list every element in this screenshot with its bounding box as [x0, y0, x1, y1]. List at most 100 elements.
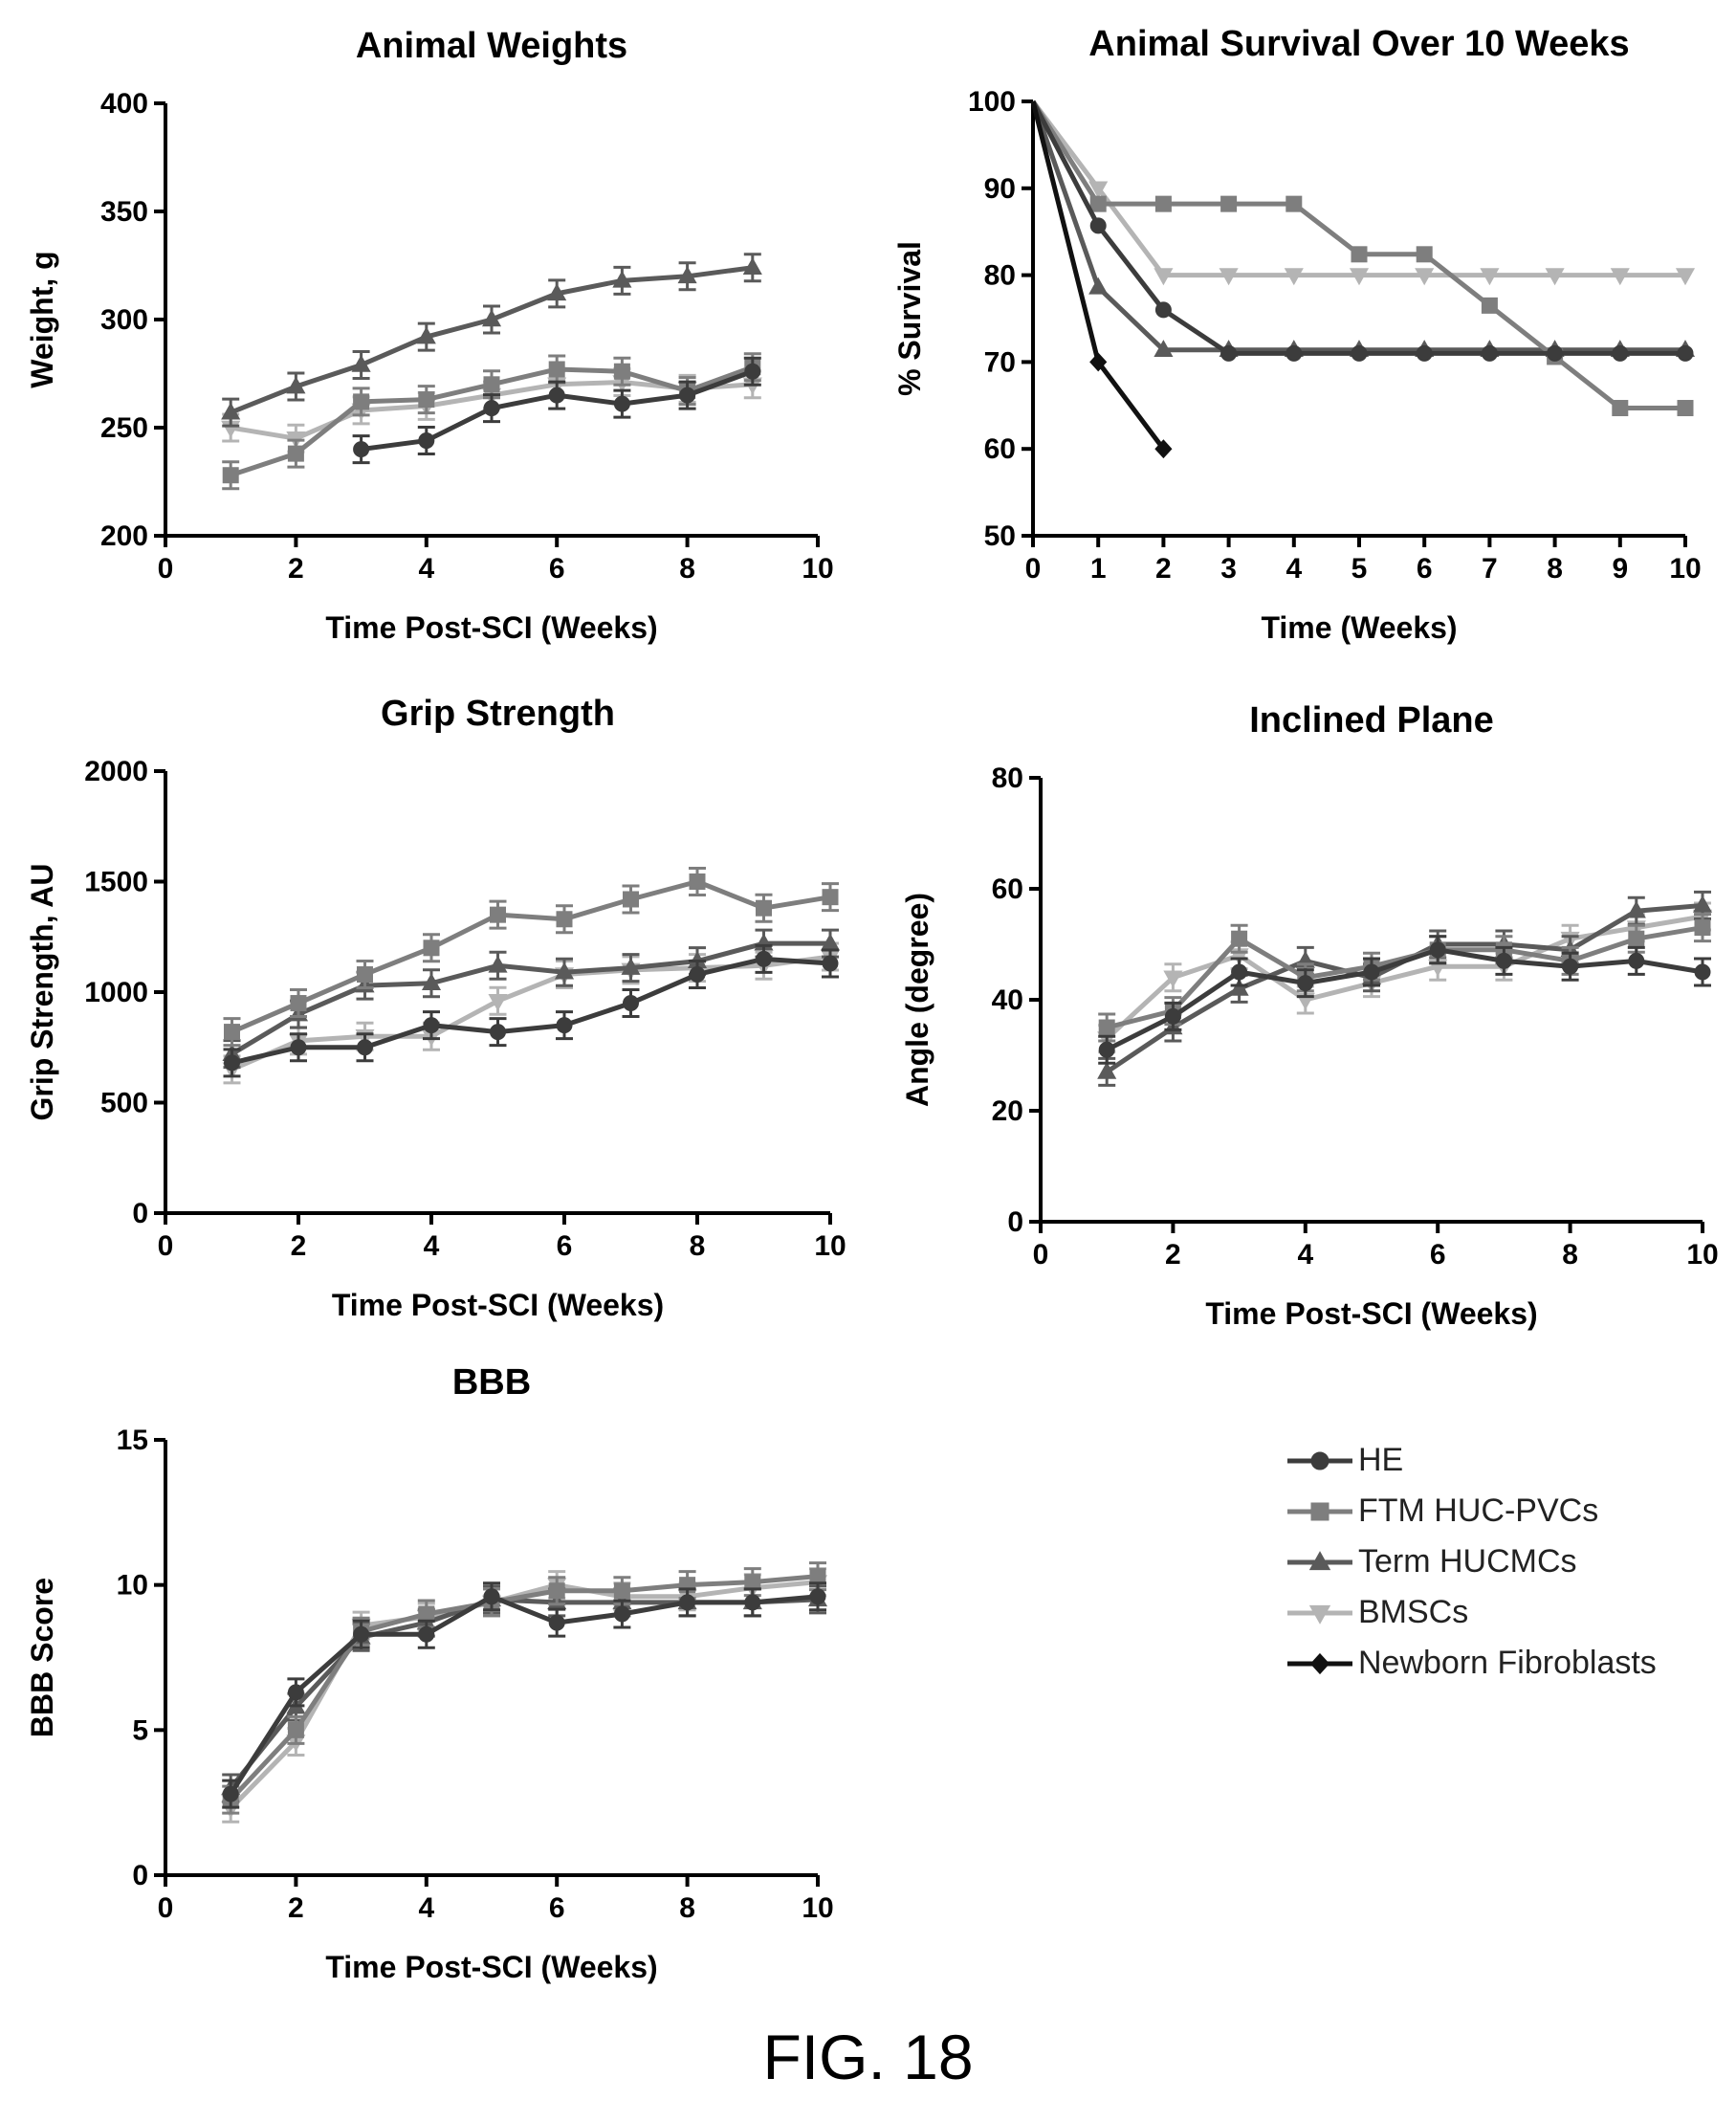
y-tick-label: 50	[984, 520, 1016, 552]
data-point	[418, 432, 435, 450]
series-group	[221, 1584, 828, 1803]
data-point	[483, 1588, 500, 1605]
data-point	[287, 1684, 304, 1701]
x-tick-label: 10	[814, 1230, 846, 1262]
chart-title: BBB	[452, 1362, 531, 1403]
legend-point	[1310, 1502, 1329, 1520]
data-point	[357, 966, 373, 984]
y-tick-label: 500	[100, 1088, 148, 1119]
data-point	[1089, 217, 1107, 234]
y-tick-label: 10	[117, 1570, 148, 1602]
data-point	[1098, 1041, 1115, 1058]
data-point	[1677, 344, 1694, 362]
chart-panel: Animal Survival Over 10 Weeks 0 1 2 3 4 5 6 7 8 9 1…	[892, 24, 1702, 645]
data-point	[1088, 276, 1109, 295]
data-point	[1231, 963, 1248, 981]
data-point	[548, 1582, 565, 1600]
data-point	[689, 966, 706, 984]
y-tick-label: 200	[100, 520, 148, 552]
data-point	[423, 939, 440, 957]
data-point	[1612, 344, 1629, 362]
y-tick-label: 70	[984, 346, 1016, 378]
data-point	[1284, 268, 1304, 286]
data-point	[1097, 1061, 1117, 1079]
data-point	[1562, 958, 1579, 975]
data-point	[613, 1605, 630, 1623]
x-tick-label: 2	[1155, 553, 1172, 585]
data-point	[1286, 195, 1303, 212]
data-point	[756, 899, 772, 917]
data-point	[809, 1588, 826, 1605]
data-point	[423, 1017, 440, 1034]
x-axis-label: Time Post-SCI (Weeks)	[1205, 1296, 1537, 1331]
series-line	[1030, 100, 1685, 353]
data-point	[623, 891, 639, 908]
chart-title: Animal Survival Over 10 Weeks	[1088, 24, 1629, 64]
series-group	[1031, 99, 1696, 286]
chart-panel: Grip Strength 0 2 4 6 8 10 0 500 1000 1500 2000 Time…	[25, 694, 846, 1322]
legend-marker-icon	[1287, 1451, 1352, 1470]
data-point	[1089, 195, 1107, 212]
x-tick-label: 0	[1033, 1239, 1049, 1271]
data-point	[1297, 975, 1314, 992]
y-axis-label: % Survival	[892, 241, 927, 396]
data-point	[556, 911, 573, 928]
data-point	[1163, 970, 1183, 988]
x-tick-label: 1	[1090, 553, 1107, 585]
x-tick-label: 3	[1220, 553, 1237, 585]
data-point	[1088, 181, 1109, 199]
data-point	[554, 962, 575, 980]
data-point	[222, 1785, 239, 1802]
data-point	[744, 1594, 761, 1611]
y-tick-label: 20	[992, 1095, 1023, 1127]
figure-label: FIG. 18	[762, 2022, 974, 2092]
data-point	[1154, 268, 1174, 286]
legend-item: FTM HUC-PVCs	[1282, 1486, 1722, 1536]
data-point	[1547, 344, 1564, 362]
data-point	[1495, 952, 1512, 969]
data-point	[1628, 930, 1645, 947]
x-tick-label: 7	[1482, 553, 1498, 585]
x-axis-label: Time Post-SCI (Weeks)	[325, 610, 657, 645]
data-point	[287, 445, 304, 462]
data-point	[612, 270, 632, 288]
data-point	[1154, 301, 1172, 319]
data-point	[353, 441, 370, 458]
data-point	[809, 1568, 826, 1585]
data-point	[418, 1625, 435, 1643]
x-tick-label: 10	[802, 553, 833, 585]
data-point	[488, 993, 508, 1011]
data-point	[488, 955, 508, 973]
data-point	[1154, 195, 1172, 212]
data-point	[1220, 344, 1238, 362]
legend-label: HE	[1358, 1442, 1404, 1478]
data-point	[421, 973, 442, 991]
legend-label: FTM HUC-PVCs	[1358, 1492, 1599, 1529]
data-point	[623, 995, 639, 1012]
y-tick-label: 40	[992, 984, 1023, 1016]
legend-point	[1309, 1652, 1330, 1674]
data-point	[1363, 963, 1380, 981]
chart-panel: Animal Weights 0 2 4 6 8 10 200 250 300 350 400 Time…	[25, 26, 834, 645]
data-point	[548, 1614, 565, 1631]
chart-title: Grip Strength	[381, 694, 615, 734]
data-point	[1626, 900, 1646, 918]
series-group	[1098, 913, 1711, 1043]
data-point	[1481, 297, 1498, 314]
legend-item: BMSCs	[1282, 1587, 1722, 1638]
series-line	[231, 956, 831, 1066]
y-tick-label: 0	[1007, 1206, 1023, 1238]
x-tick-label: 8	[690, 1230, 706, 1262]
y-tick-label: 0	[132, 1198, 148, 1229]
data-point	[1164, 1007, 1181, 1025]
legend-item: Term HUCMCs	[1282, 1536, 1722, 1587]
data-point	[744, 363, 761, 380]
data-point	[1416, 246, 1433, 263]
y-axis-label: Grip Strength, AU	[25, 863, 59, 1120]
data-point	[418, 1605, 435, 1623]
x-tick-label: 6	[557, 1230, 573, 1262]
data-point	[1480, 268, 1500, 286]
x-tick-label: 10	[1669, 553, 1701, 585]
x-tick-label: 5	[1351, 553, 1368, 585]
data-point	[1351, 246, 1368, 263]
